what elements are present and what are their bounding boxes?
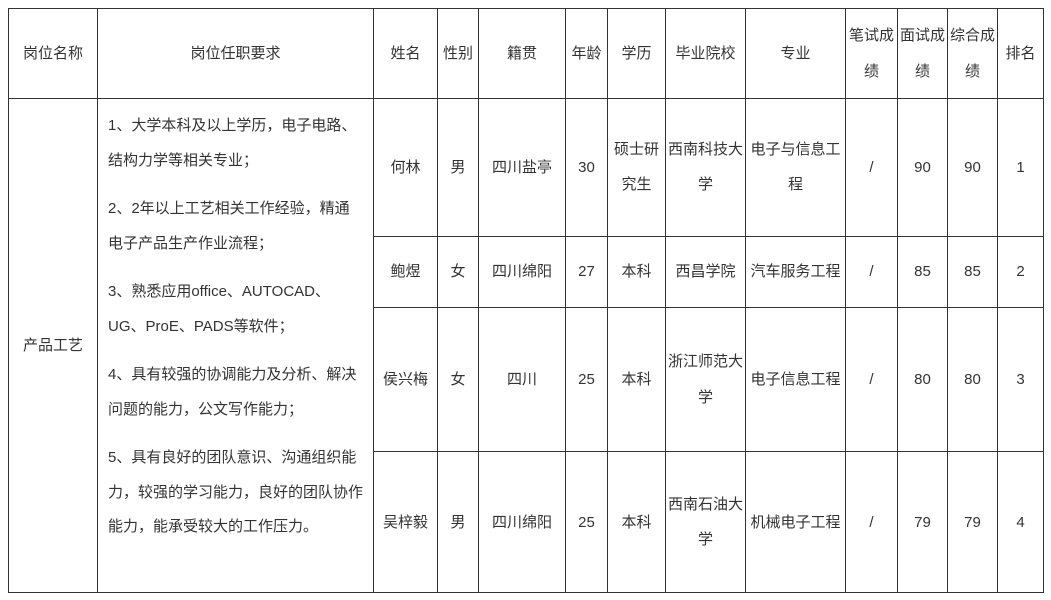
cell-overall-score: 79 [947,451,998,593]
cell-education: 本科 [607,306,666,453]
cell-gender: 男 [437,98,479,237]
cell-school: 浙江师范大学 [665,306,746,453]
table-row: 鲍煜 女 四川绵阳 27 本科 西昌学院 汽车服务工程 / 85 85 2 [9,235,1044,308]
requirement-item: 3、熟悉应用office、AUTOCAD、UG、ProE、PADS等软件； [108,283,330,335]
cell-gender: 女 [437,306,479,453]
cell-hometown: 四川盐亭 [478,98,566,237]
cell-school: 西昌学院 [665,235,746,308]
col-header-major: 专业 [745,8,846,99]
cell-hometown: 四川绵阳 [478,235,566,308]
cell-interview-score: 80 [897,306,948,453]
cell-position-name: 产品工艺 [8,98,98,593]
col-header-gender: 性别 [437,8,479,99]
cell-written-score: / [845,306,898,453]
cell-interview-score: 90 [897,98,948,237]
cell-age: 30 [565,98,608,237]
cell-requirements: 1、大学本科及以上学历，电子电路、结构力学等相关专业； 2、2年以上工艺相关工作… [97,98,374,593]
col-header-name: 姓名 [373,8,438,99]
col-header-school: 毕业院校 [665,8,746,99]
cell-education: 硕士研究生 [607,98,666,237]
cell-hometown: 四川 [478,306,566,453]
col-header-age: 年龄 [565,8,608,99]
cell-name: 鲍煜 [373,235,438,308]
col-header-hometown: 籍贯 [478,8,566,99]
requirement-item: 1、大学本科及以上学历，电子电路、结构力学等相关专业； [108,117,357,169]
cell-gender: 男 [437,451,479,593]
col-header-overall-score: 综合成绩 [947,8,998,99]
cell-education: 本科 [607,235,666,308]
cell-age: 27 [565,235,608,308]
table-row: 侯兴梅 女 四川 25 本科 浙江师范大学 电子信息工程 / 80 80 3 [9,306,1044,453]
col-header-written-score: 笔试成绩 [845,8,898,99]
col-header-rank: 排名 [997,8,1044,99]
col-header-education: 学历 [607,8,666,99]
cell-rank: 4 [997,451,1044,593]
cell-name: 何林 [373,98,438,237]
cell-written-score: / [845,235,898,308]
cell-major: 电子与信息工程 [745,98,846,237]
cell-age: 25 [565,306,608,453]
requirement-item: 2、2年以上工艺相关工作经验，精通电子产品生产作业流程； [108,200,350,252]
col-header-requirements: 岗位任职要求 [97,8,374,99]
requirement-item: 4、具有较强的协调能力及分析、解决问题的能力，公文写作能力； [108,366,357,418]
cell-major: 机械电子工程 [745,451,846,593]
cell-written-score: / [845,98,898,237]
cell-interview-score: 85 [897,235,948,308]
cell-interview-score: 79 [897,451,948,593]
cell-major: 电子信息工程 [745,306,846,453]
cell-rank: 1 [997,98,1044,237]
cell-major: 汽车服务工程 [745,235,846,308]
cell-age: 25 [565,451,608,593]
cell-gender: 女 [437,235,479,308]
recruitment-results-table: 岗位名称 岗位任职要求 姓名 性别 籍贯 年龄 学历 毕业院校 专业 笔试成绩 … [8,8,1044,593]
cell-school: 西南石油大学 [665,451,746,593]
header-row: 岗位名称 岗位任职要求 姓名 性别 籍贯 年龄 学历 毕业院校 专业 笔试成绩 … [8,8,1044,99]
cell-name: 吴梓毅 [373,451,438,593]
requirement-item: 5、具有良好的团队意识、沟通组织能力，较强的学习能力，良好的团队协作能力，能承受… [108,449,364,535]
cell-overall-score: 85 [947,235,998,308]
col-header-interview-score: 面试成绩 [897,8,948,99]
table-row: 产品工艺 1、大学本科及以上学历，电子电路、结构力学等相关专业； 2、2年以上工… [8,98,1044,593]
cell-overall-score: 80 [947,306,998,453]
cell-overall-score: 90 [947,98,998,237]
cell-rank: 3 [997,306,1044,453]
cell-written-score: / [845,451,898,593]
cell-education: 本科 [607,451,666,593]
col-header-position-name: 岗位名称 [8,8,98,99]
cell-name: 侯兴梅 [373,306,438,453]
table-row: 吴梓毅 男 四川绵阳 25 本科 西南石油大学 机械电子工程 / 79 79 4 [9,451,1044,593]
cell-hometown: 四川绵阳 [478,451,566,593]
cell-rank: 2 [997,235,1044,308]
cell-school: 西南科技大学 [665,98,746,237]
